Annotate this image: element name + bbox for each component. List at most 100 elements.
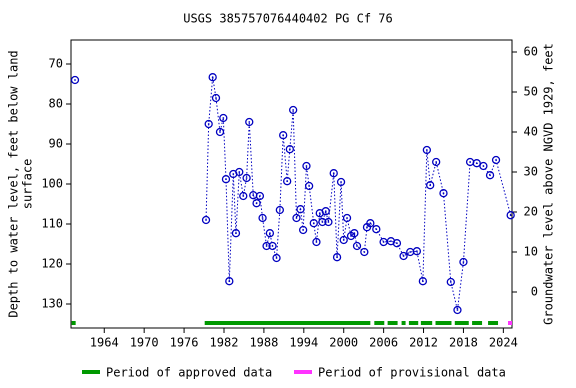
data-point bbox=[336, 177, 346, 187]
data-point bbox=[285, 145, 294, 154]
y-tick-label: 70 bbox=[49, 57, 63, 71]
data-point bbox=[201, 215, 211, 225]
data-point bbox=[491, 155, 501, 165]
data-point bbox=[268, 241, 277, 251]
y-axis-label: surface bbox=[21, 159, 35, 210]
y-tick-label: 130 bbox=[41, 297, 63, 311]
data-point bbox=[318, 217, 327, 227]
data-point bbox=[225, 277, 234, 286]
data-point bbox=[366, 219, 375, 228]
period-bar bbox=[508, 321, 512, 325]
data-point bbox=[350, 229, 359, 238]
period-bar bbox=[387, 321, 398, 325]
period-bar bbox=[420, 321, 433, 325]
x-tick-label: 1976 bbox=[170, 336, 199, 350]
data-point bbox=[239, 191, 248, 201]
x-tick-label: 1994 bbox=[289, 336, 318, 350]
data-point bbox=[231, 229, 241, 238]
data-point bbox=[219, 113, 228, 123]
data-point bbox=[446, 277, 455, 287]
data-point bbox=[302, 161, 311, 171]
data-point bbox=[321, 207, 330, 216]
y-tick-label: 100 bbox=[41, 177, 63, 191]
data-point bbox=[406, 247, 415, 257]
data-point bbox=[324, 217, 333, 227]
period-bar bbox=[71, 321, 76, 325]
data-point bbox=[418, 277, 428, 286]
data-point bbox=[392, 239, 402, 248]
data-point bbox=[70, 75, 80, 85]
data-point bbox=[426, 181, 435, 190]
y2-axis-label: Groundwater level above NGVD 1929, feet bbox=[542, 43, 556, 325]
y-tick-label: 110 bbox=[41, 217, 63, 231]
data-point bbox=[242, 173, 251, 183]
period-bar bbox=[454, 321, 469, 325]
x-tick-label: 2012 bbox=[409, 336, 438, 350]
y-tick-label: 90 bbox=[49, 137, 63, 151]
data-point bbox=[262, 241, 271, 251]
data-point bbox=[304, 181, 314, 191]
data-point bbox=[265, 229, 275, 238]
data-point bbox=[252, 199, 261, 208]
data-point bbox=[279, 131, 288, 140]
period-bar bbox=[401, 321, 406, 325]
data-point bbox=[465, 157, 475, 167]
data-point bbox=[339, 235, 348, 245]
y2-tick-label: 60 bbox=[524, 45, 538, 59]
data-point bbox=[296, 205, 305, 214]
data-point bbox=[255, 191, 265, 201]
data-point bbox=[292, 213, 301, 223]
data-point bbox=[211, 93, 221, 103]
y2-tick-label: 50 bbox=[524, 85, 538, 99]
data-point bbox=[235, 167, 244, 177]
data-point bbox=[289, 105, 298, 115]
data-point bbox=[258, 213, 267, 223]
y2-tick-label: 20 bbox=[524, 205, 538, 219]
data-point bbox=[283, 177, 292, 186]
x-tick-label: 1988 bbox=[249, 336, 278, 350]
period-bar bbox=[374, 321, 385, 325]
data-point bbox=[298, 225, 308, 235]
legend-label: Period of approved data bbox=[106, 366, 272, 380]
y-tick-label: 80 bbox=[49, 97, 63, 111]
period-bar bbox=[408, 321, 419, 325]
data-point bbox=[472, 159, 481, 168]
x-tick-label: 2000 bbox=[329, 336, 358, 350]
x-tick-label: 2006 bbox=[369, 336, 398, 350]
x-tick-label: 1970 bbox=[130, 336, 159, 350]
y-axis-label: Depth to water level, feet below land bbox=[7, 50, 21, 317]
data-point bbox=[208, 73, 217, 82]
data-point bbox=[272, 253, 281, 263]
data-point bbox=[453, 305, 462, 315]
data-point bbox=[312, 237, 321, 247]
period-bar bbox=[488, 321, 499, 325]
data-point bbox=[399, 251, 408, 261]
data-point bbox=[332, 253, 342, 262]
y2-tick-label: 30 bbox=[524, 165, 538, 179]
data-point bbox=[479, 161, 488, 171]
data-point bbox=[372, 225, 381, 234]
x-tick-label: 2018 bbox=[449, 336, 478, 350]
period-bar bbox=[435, 321, 452, 325]
data-point bbox=[309, 219, 318, 228]
data-point bbox=[275, 205, 285, 215]
data-point bbox=[329, 169, 338, 178]
data-point bbox=[249, 191, 258, 200]
data-point bbox=[360, 247, 369, 257]
y-tick-label: 120 bbox=[41, 257, 63, 271]
data-point bbox=[245, 117, 254, 127]
data-point bbox=[412, 247, 422, 256]
data-point bbox=[485, 171, 495, 180]
data-point bbox=[439, 189, 448, 198]
x-tick-label: 2024 bbox=[489, 336, 518, 350]
y2-tick-label: 0 bbox=[531, 285, 538, 299]
chart-title: USGS 385757076440402 PG Cf 76 bbox=[183, 12, 393, 26]
period-bar bbox=[204, 321, 371, 325]
y2-tick-label: 10 bbox=[524, 245, 538, 259]
data-point bbox=[221, 175, 231, 184]
period-bar bbox=[472, 321, 483, 325]
series-line bbox=[205, 77, 512, 311]
data-point bbox=[215, 127, 225, 137]
